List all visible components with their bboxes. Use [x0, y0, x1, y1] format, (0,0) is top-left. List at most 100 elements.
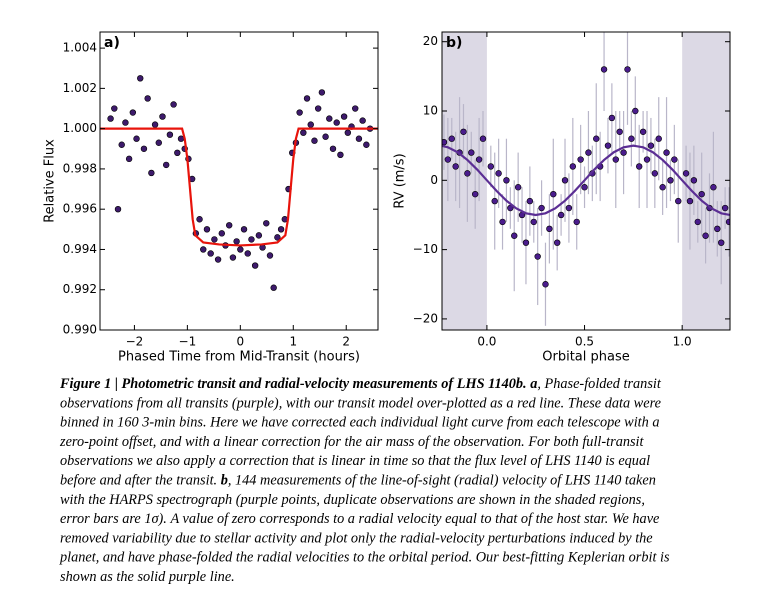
y-tick-label: 1.004	[63, 41, 97, 55]
caption-text: , 144 measurements of the line-of-sight …	[228, 473, 656, 489]
data-point	[651, 170, 659, 177]
y-tick-label: 10	[423, 104, 438, 118]
caption-text: binned in 160 3-min bins. Here we have c…	[60, 415, 660, 431]
plot-area	[100, 75, 378, 291]
caption-line: planet, and have phase-folded the radial…	[59, 550, 670, 566]
data-point	[616, 128, 623, 135]
data-point	[111, 105, 118, 112]
y-axis-label: RV (m/s)	[393, 153, 408, 208]
data-point	[655, 135, 662, 142]
data-point	[255, 232, 263, 239]
data-point	[137, 75, 144, 82]
caption-text: , Phase-folded transit	[537, 376, 662, 392]
caption-text: before and after the transit.	[60, 473, 221, 489]
model-line	[100, 127, 378, 247]
data-point	[557, 211, 565, 219]
panel-label: b)	[446, 35, 462, 51]
data-point	[721, 204, 729, 212]
x-tick-label: 1	[289, 335, 297, 349]
y-tick-label: −10	[413, 242, 438, 256]
caption-line: observations from all transits (purple),…	[60, 395, 662, 411]
caption-text: with the HARPS spectrograph (purple poin…	[60, 492, 645, 508]
y-tick-label: 20	[423, 34, 438, 48]
caption: Figure 1 | Photometric transit and radia…	[59, 376, 670, 585]
data-point	[270, 284, 277, 291]
caption-line: removed variability due to stellar activ…	[60, 530, 653, 546]
data-point	[107, 115, 114, 122]
data-point	[218, 230, 225, 237]
data-point	[612, 156, 619, 163]
data-point	[511, 232, 518, 239]
data-point	[207, 250, 214, 257]
chart: −20 −10 0 10 20 0.0 0.5 1.0 Orbital phase RV (m/s…	[393, 31, 731, 365]
y-tick-label: 0.996	[63, 202, 97, 216]
data-point	[620, 149, 627, 156]
data-point	[274, 234, 281, 241]
data-point	[675, 197, 682, 205]
data-point	[526, 197, 534, 205]
data-point	[151, 121, 159, 128]
caption-line: before and after the transit. b, 144 mea…	[60, 473, 656, 489]
x-tick-label: −1	[179, 335, 197, 349]
data-point	[352, 105, 359, 112]
x-tick-label: 0	[237, 335, 245, 349]
x-tick-label: 0.0	[477, 335, 496, 349]
y-tick-label: 1.000	[63, 121, 97, 135]
data-point	[162, 161, 170, 169]
data-point	[226, 222, 233, 229]
data-point	[643, 156, 651, 163]
axes-frame	[99, 31, 379, 331]
data-point	[534, 253, 541, 260]
data-point	[337, 151, 344, 159]
x-tick-label: 1.0	[673, 335, 692, 349]
data-point	[632, 107, 639, 115]
data-point	[530, 218, 537, 226]
data-point	[581, 184, 588, 191]
data-point	[240, 226, 248, 233]
data-point	[475, 156, 483, 163]
data-point	[248, 236, 255, 243]
caption-line: binned in 160 3-min bins. Here we have c…	[60, 415, 660, 431]
data-point	[593, 135, 600, 142]
data-point	[636, 163, 643, 170]
data-point	[702, 232, 709, 239]
data-point	[314, 105, 322, 112]
data-point	[639, 128, 647, 135]
data-point	[237, 246, 244, 253]
data-point	[573, 218, 580, 226]
data-point	[344, 129, 352, 136]
data-point	[471, 190, 479, 198]
data-point	[725, 218, 730, 226]
data-point	[698, 190, 705, 198]
data-point	[326, 115, 333, 122]
plots: 0.9900.9920.9940.9960.9981.0001.0021.004…	[43, 31, 731, 365]
data-point	[628, 135, 635, 142]
caption-line: Figure 1 | Photometric transit and radia…	[59, 376, 662, 392]
x-axis-label: Orbital phase	[542, 350, 629, 365]
panel-label: a)	[104, 35, 120, 51]
x-tick-label: 0.5	[575, 335, 594, 349]
data-point	[460, 128, 467, 135]
data-point	[340, 113, 348, 120]
data-point	[503, 177, 510, 184]
data-point	[263, 220, 270, 227]
data-point	[277, 226, 285, 233]
data-point	[561, 177, 569, 184]
data-point	[159, 113, 166, 120]
data-point	[710, 184, 717, 191]
caption-text: observations from all transits (purple),…	[60, 395, 662, 411]
data-point	[479, 135, 487, 142]
data-point	[144, 95, 151, 102]
y-tick-label: 0.994	[63, 242, 97, 256]
data-point	[318, 89, 326, 96]
data-point	[468, 149, 475, 156]
data-point	[211, 236, 218, 243]
data-point	[663, 149, 670, 156]
y-axis-label: Relative Flux	[43, 139, 58, 223]
data-point	[355, 135, 363, 142]
model-line	[442, 144, 730, 217]
caption-line: with the HARPS spectrograph (purple poin…	[60, 492, 645, 508]
data-point	[307, 121, 314, 128]
data-point	[452, 163, 459, 170]
data-point	[166, 131, 174, 138]
